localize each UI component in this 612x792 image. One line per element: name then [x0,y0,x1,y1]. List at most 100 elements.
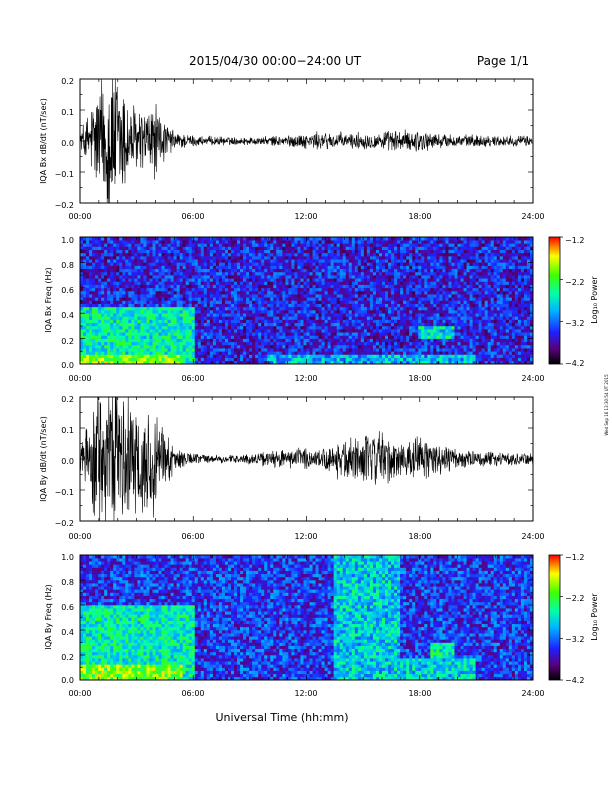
spectrogram-cell [433,294,437,298]
spectrogram-cell [348,344,353,349]
spectrogram-cell [194,344,199,349]
spectrogram-cell [179,259,183,263]
spectrogram-cell [206,243,211,247]
spectrogram-cell [445,237,449,241]
spectrogram-cell [345,237,350,241]
spectrogram-cell [327,259,331,263]
spectrogram-cell [134,275,138,279]
spectrogram-cell [430,351,434,355]
spectrogram-cell [258,306,262,311]
spectrogram-cell [188,325,193,330]
spectrogram-cell [351,300,356,304]
spectrogram-cell [237,351,241,355]
spectrogram-cell [83,275,87,279]
spectrogram-cell [164,360,168,365]
spectrogram-cell [285,252,289,257]
spectrogram-cell [351,354,356,358]
spectrogram-cell [375,357,380,362]
spectrogram-cell [391,256,395,260]
spectrogram-cell [152,240,156,244]
spectrogram-cell [179,348,183,352]
spectrogram-cell [339,354,344,358]
spectrogram-cell [267,310,271,314]
spectrogram-cell [285,357,289,362]
spectrogram-cell [270,313,274,317]
spectrogram-cell [95,357,99,362]
spectrogram-cell [167,351,171,355]
spectrogram-cell [391,335,395,339]
spectrogram-cell [215,278,220,282]
spectrogram-cell [110,303,114,308]
spectrogram-cell [261,294,265,298]
spectrogram-cell [197,237,202,241]
spectrogram-cell [134,240,138,244]
spectrogram-cell [297,354,301,358]
spectrogram-cell [282,310,286,314]
spectrogram-cell [412,329,416,333]
spectrogram-cell [378,360,383,365]
spectrogram-cell [119,278,123,282]
spectrogram-cell [191,246,196,250]
spectrogram-cell [412,281,416,285]
spectrogram-cell [161,256,165,260]
spectrogram-cell [218,360,223,365]
spectrogram-cell [212,322,217,327]
spectrogram-cell [95,306,99,311]
spectrogram-cell [291,240,295,244]
spectrogram-cell [231,271,235,276]
spectrogram-cell [200,262,205,266]
spectrogram-cell [406,316,410,320]
spectrogram-cell [366,297,371,301]
spectrogram-cell [122,237,126,241]
spectrogram-cell [433,252,437,257]
spectrogram-cell [354,322,359,327]
spectrogram-cell [95,278,99,282]
spectrogram-cell [327,332,331,336]
spectrogram-cell [122,341,126,346]
spectrogram-cell [197,243,202,247]
spectrogram-cell [149,357,153,362]
spectrogram-cell [345,357,350,362]
spectrogram-cell [369,284,374,289]
spectrogram-cell [427,300,431,304]
spectrogram-cell [116,351,120,355]
spectrogram-cell [309,271,313,276]
spectrogram-cell [104,240,108,244]
spectrogram-cell [363,243,368,247]
spectrogram-cell [119,332,123,336]
spectrogram-cell [270,344,274,349]
spectrogram-cell [339,357,344,362]
spectrogram-cell [209,332,214,336]
spectrogram-cell [185,354,190,358]
spectrogram-cell [128,275,132,279]
spectrogram-cell [276,348,280,352]
spectrogram-cell [137,325,141,330]
spectrogram-cell [224,357,229,362]
spectrogram-cell [385,297,389,301]
spectrogram-cell [231,275,235,279]
spectrogram-cell [403,259,407,263]
spectrogram-cell [104,275,108,279]
spectrogram-cell [333,316,337,320]
spectrogram-cell [243,281,247,285]
spectrogram-cell [342,278,347,282]
spectrogram-cell [345,332,350,336]
spectrogram-cell [288,259,292,263]
spectrogram-cell [231,325,235,330]
spectrogram-cell [375,284,380,289]
spectrogram-cell [348,240,353,244]
spectrogram-cell [324,256,328,260]
spectrogram-cell [155,259,159,263]
spectrogram-cell [315,265,319,270]
spectrogram-cell [152,354,156,358]
spectrogram-cell [366,278,371,282]
spectrogram-cell [161,278,165,282]
spectrogram-cell [339,332,344,336]
spectrogram-cell [240,294,244,298]
spectrogram-cell [366,294,371,298]
spectrogram-cell [249,344,253,349]
spectrogram-cell [300,338,304,343]
spectrogram-cell [315,351,319,355]
spectrogram-cell [149,284,153,289]
spectrogram-cell [270,290,274,295]
